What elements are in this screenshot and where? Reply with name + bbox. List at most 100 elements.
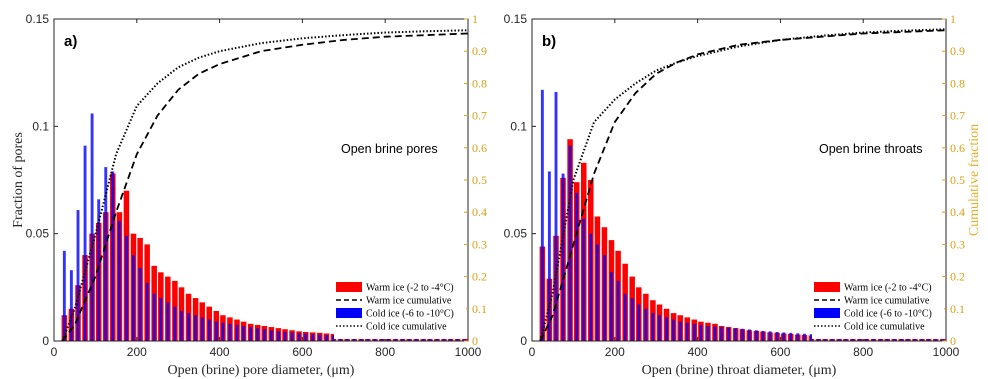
bar-cold xyxy=(256,328,260,341)
legend-swatch xyxy=(814,308,840,318)
bar-cold xyxy=(665,317,668,341)
y-tick-label: 0.05 xyxy=(26,227,50,241)
panel-label: a) xyxy=(64,33,77,50)
x-tick-label: 800 xyxy=(375,345,395,359)
bar-cold xyxy=(242,325,246,341)
bar-cold xyxy=(775,331,779,341)
y2-tick-label: 0.6 xyxy=(950,141,965,155)
bar-cold xyxy=(789,332,793,341)
bar-cold xyxy=(456,339,460,341)
bar-cold xyxy=(62,250,66,341)
panel-annotation: Open brine throats xyxy=(819,142,923,156)
bar-cold xyxy=(899,337,903,341)
x-axis-label: Open (brine) pore diameter, (μm) xyxy=(168,363,355,378)
bar-cold xyxy=(720,327,724,341)
bar-cold xyxy=(207,319,211,341)
bar-cold xyxy=(125,235,128,341)
bar-cold xyxy=(582,218,586,341)
y-tick-label: 0.1 xyxy=(32,119,49,133)
bar-cold xyxy=(547,171,551,341)
y-tick-label: 0 xyxy=(520,334,527,348)
bar-cold xyxy=(761,330,765,341)
bar-cold xyxy=(595,244,599,341)
bar-cold xyxy=(200,317,204,341)
y-tick-label: 0 xyxy=(42,334,49,348)
bar-cold xyxy=(104,167,108,341)
bar-cold xyxy=(449,338,453,341)
y2-tick-label: 0.7 xyxy=(950,109,965,123)
bar-cold xyxy=(407,338,411,341)
bar-cold xyxy=(69,270,73,341)
x-axis-label: Open (brine) throat diameter, (μm) xyxy=(642,363,837,378)
panel-b: 0 200 400 600 800 100000.050.10.1500.10.20.30… xyxy=(504,12,982,378)
legend-entry: Cold ice cumulative xyxy=(366,322,447,333)
bar-cold xyxy=(428,338,432,341)
bar-cold xyxy=(575,192,579,341)
y2-tick-label: 0 xyxy=(472,334,478,348)
bar-cold xyxy=(132,255,135,341)
y2-tick-label: 0.8 xyxy=(472,76,487,90)
bar-cold xyxy=(906,337,910,341)
x-tick-label: 0 xyxy=(529,345,536,359)
bar-cold xyxy=(297,333,301,341)
legend-swatch xyxy=(336,282,362,292)
y-tick-label: 0.15 xyxy=(504,12,528,26)
x-tick-label: 400 xyxy=(210,345,230,359)
bar-cold xyxy=(692,323,696,341)
y2-tick-label: 0.6 xyxy=(472,141,487,155)
bar-cold xyxy=(644,308,648,341)
y2-tick-label: 0.5 xyxy=(950,173,965,187)
bar-cold xyxy=(740,328,744,341)
x-tick-label: 600 xyxy=(292,345,312,359)
y2-tick-label: 0.4 xyxy=(950,205,965,219)
legend-entry: Cold ice (-6 to -10°C) xyxy=(366,309,454,320)
panel-annotation: Open brine pores xyxy=(341,142,438,156)
bar-cold xyxy=(920,337,924,341)
bar-cold xyxy=(380,337,384,341)
bar-cold xyxy=(589,233,593,341)
bar-cold xyxy=(83,145,87,341)
y2-tick-label: 0 xyxy=(950,334,956,348)
bar-cold xyxy=(311,334,315,341)
bar-cold xyxy=(152,293,156,341)
bar-cold xyxy=(603,255,606,341)
panel-a: 0 200 400 600 800 100000.050.10.1500.10.20.30… xyxy=(11,12,487,378)
legend: Warm ice (-2 to -4°C) Warm ice cumulative… xyxy=(334,279,466,339)
y2-tick-label: 0.5 xyxy=(472,173,487,187)
x-tick-label: 800 xyxy=(853,345,873,359)
x-tick-label: 400 xyxy=(688,345,708,359)
bar-cold xyxy=(554,91,558,341)
x-tick-label: 0 xyxy=(51,345,58,359)
legend: Warm ice (-2 to -4°C) Warm ice cumulative… xyxy=(812,279,944,339)
bar-cold xyxy=(159,298,163,341)
bar-cold xyxy=(927,337,931,341)
x-tick-label: 200 xyxy=(605,345,625,359)
legend-entry: Warm ice cumulative xyxy=(844,296,930,307)
y2-tick-label: 0.9 xyxy=(950,44,965,58)
bar-cold xyxy=(373,337,377,341)
bar-cold xyxy=(706,325,710,341)
bar-cold xyxy=(269,330,273,341)
y2-axis-label: Cumulative fraction xyxy=(967,124,982,236)
bar-cold xyxy=(228,323,232,341)
bar-cold xyxy=(387,337,390,341)
bar-cold xyxy=(934,337,938,341)
bar-cold xyxy=(180,310,183,341)
bar-cold xyxy=(117,220,121,341)
bar-cold xyxy=(304,333,308,341)
bar-cold xyxy=(262,329,266,341)
bar-cold xyxy=(796,333,800,341)
y-tick-label: 0.15 xyxy=(26,12,50,26)
bar-cold xyxy=(97,199,101,341)
y2-tick-label: 0.2 xyxy=(472,270,487,284)
bar-cold xyxy=(734,328,738,341)
bar-cold xyxy=(747,329,751,341)
bar-cold xyxy=(394,337,397,341)
x-tick-label: 1000 xyxy=(933,345,960,359)
legend-swatch xyxy=(336,308,362,318)
bar-cold xyxy=(442,338,446,341)
bar-cold xyxy=(90,113,94,341)
bar-cold xyxy=(138,268,142,341)
bar-cold xyxy=(194,315,198,341)
